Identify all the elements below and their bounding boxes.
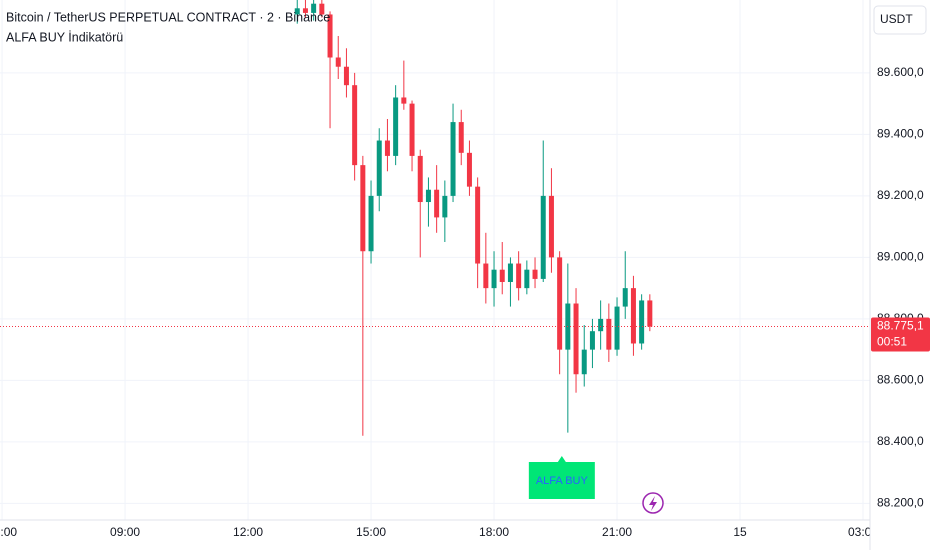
candle-body: [581, 349, 587, 375]
candle-body: [466, 152, 472, 187]
candle-body: [483, 263, 489, 289]
y-tick-label: 89.200,0: [877, 188, 924, 202]
candle-body: [491, 269, 497, 289]
candle-body: [319, 3, 325, 15]
countdown-label: 00:51: [877, 335, 907, 349]
x-tick-label: 18:00: [479, 525, 509, 539]
candle-body: [647, 300, 653, 327]
candle-body: [606, 318, 612, 350]
candle-body: [573, 303, 579, 375]
x-tick-label: 15: [733, 525, 747, 539]
x-tick-label: 06:00: [0, 525, 17, 539]
candle-body: [417, 155, 423, 203]
indicator-name: ALFA BUY İndikatörü: [6, 30, 123, 44]
candle-body: [302, 8, 308, 13]
candle-body: [343, 66, 349, 86]
candle-body: [434, 189, 440, 218]
annotation-label: ALFA BUY: [536, 475, 589, 487]
candle-body: [499, 269, 505, 282]
y-tick-label: 88.600,0: [877, 373, 924, 387]
candle-body: [589, 331, 595, 350]
candle-body: [335, 57, 341, 67]
candle-body: [327, 14, 333, 58]
lightning-icon[interactable]: [642, 492, 664, 514]
candle-body: [622, 288, 628, 307]
candle-body: [540, 195, 546, 279]
candle-body: [360, 165, 366, 252]
currency-label[interactable]: USDT: [880, 12, 913, 26]
candle-body: [532, 269, 538, 279]
x-tick-label: 12:00: [233, 525, 263, 539]
candle-body: [384, 140, 390, 156]
x-tick-label: 09:00: [110, 525, 140, 539]
candle-body: [548, 195, 554, 258]
candle-body: [516, 263, 522, 289]
candle-body: [475, 186, 481, 264]
last-price-box: [871, 317, 930, 352]
x-tick-label: 15:00: [356, 525, 386, 539]
chart-title: Bitcoin / TetherUS PERPETUAL CONTRACT · …: [6, 10, 330, 24]
candle-body: [425, 189, 431, 203]
y-tick-label: 88.400,0: [877, 434, 924, 448]
candle-body: [442, 195, 448, 218]
last-price-label: 88.775,1: [877, 319, 924, 333]
x-tick-label: 03:00: [848, 525, 878, 539]
annotation-box: [528, 456, 595, 499]
currency-button[interactable]: [873, 5, 927, 35]
y-tick-label: 89.000,0: [877, 250, 924, 264]
y-tick-label: 88.200,0: [877, 496, 924, 510]
x-tick-label: 21:00: [602, 525, 632, 539]
candle-body: [614, 306, 620, 350]
candle-body: [639, 300, 645, 344]
candle-body: [352, 85, 358, 166]
y-tick-label: 89.600,0: [877, 65, 924, 79]
candle-body: [368, 195, 374, 252]
candle-body: [524, 269, 530, 289]
candle-body: [507, 263, 513, 282]
candle-body: [311, 3, 317, 13]
candle-body: [393, 97, 399, 156]
candle-body: [401, 97, 407, 104]
candle-body: [630, 288, 636, 344]
candle-body: [376, 140, 382, 196]
candle-body: [557, 257, 563, 350]
candle-body: [598, 318, 604, 332]
y-tick-label: 89.400,0: [877, 127, 924, 141]
candle-body: [294, 8, 300, 15]
candle-body: [409, 103, 415, 156]
candle-body: [450, 122, 456, 196]
candle-body: [458, 122, 464, 153]
